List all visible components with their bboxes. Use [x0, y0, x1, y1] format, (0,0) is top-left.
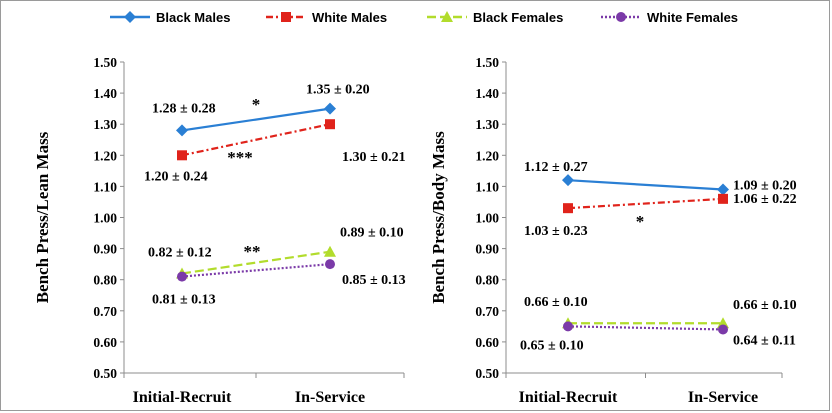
- significance-marker: *: [252, 95, 261, 114]
- series-white-males: 1.20 ± 0.24 1.30 ± 0.21: [144, 119, 406, 184]
- y-tick-label: 1.50: [93, 55, 117, 70]
- data-label: 0.66 ± 0.10: [524, 295, 588, 310]
- series-black-males: 1.12 ± 0.27 1.09 ± 0.20: [524, 160, 797, 196]
- data-point-diamond: [562, 174, 574, 187]
- legend-label: Black Males: [156, 10, 230, 25]
- y-tick-label: 0.80: [475, 273, 499, 288]
- x-category-label: In-Service: [295, 389, 365, 406]
- y-tick-label: 1.00: [93, 211, 117, 226]
- legend-item-black-females: Black Females: [427, 10, 563, 25]
- data-point-circle: [718, 324, 728, 335]
- y-tick-label: 0.80: [93, 273, 117, 288]
- series-black-females: 0.82 ± 0.12 0.89 ± 0.10: [148, 226, 404, 279]
- panel-lean-mass: 0.50 0.60 0.70 0.80 0.90 1.00 1.10 1.20 1.30 1.40…: [33, 55, 406, 406]
- y-tick-label: 0.90: [475, 242, 499, 257]
- data-point-square: [563, 203, 573, 214]
- data-label: 1.06 ± 0.22: [733, 192, 797, 207]
- series-line: [181, 107, 331, 132]
- y-tick-label: 1.40: [93, 86, 117, 101]
- data-point-triangle: [324, 245, 336, 257]
- series-line: [567, 325, 724, 331]
- data-label: 0.65 ± 0.10: [520, 338, 584, 353]
- legend-label: White Females: [647, 10, 738, 25]
- legend-label: White Males: [312, 10, 387, 25]
- y-tick-label: 1.50: [475, 55, 499, 70]
- y-tick-label: 1.10: [93, 179, 117, 194]
- series-line: [181, 123, 331, 157]
- x-category-label: In-Service: [688, 389, 758, 406]
- data-label: 0.66 ± 0.10: [733, 298, 797, 313]
- legend: Black Males White Males Black Females White…: [110, 10, 738, 25]
- y-tick-label: 1.40: [475, 86, 499, 101]
- data-point-circle: [177, 271, 187, 282]
- y-tick-label: 0.90: [93, 242, 117, 257]
- y-tick-label: 1.10: [475, 179, 499, 194]
- data-label: 1.35 ± 0.20: [306, 83, 370, 98]
- x-category-label: Initial-Recruit: [519, 389, 618, 406]
- data-point-square: [325, 119, 335, 130]
- y-tick-label: 1.30: [475, 117, 499, 132]
- x-category-label: Initial-Recruit: [133, 389, 232, 406]
- y-tick-label: 0.50: [93, 366, 117, 381]
- y-axis-label: Bench Press/Body Mass: [429, 131, 448, 304]
- y-tick-label: 1.00: [475, 211, 499, 226]
- y-tick-label: 1.20: [93, 148, 117, 163]
- series-black-males: 1.28 ± 0.28 1.35 ± 0.20: [152, 83, 370, 137]
- legend-triangle-marker: [441, 11, 453, 22]
- y-tick-label: 0.60: [475, 335, 499, 350]
- data-point-diamond: [324, 102, 336, 115]
- data-label: 1.20 ± 0.24: [144, 169, 208, 184]
- data-label: 0.89 ± 0.10: [340, 226, 404, 241]
- legend-item-white-males: White Males: [266, 10, 387, 25]
- legend-item-black-males: Black Males: [110, 10, 230, 25]
- data-label: 1.12 ± 0.27: [524, 160, 588, 175]
- series-line: [567, 179, 724, 191]
- y-tick-label: 1.20: [475, 148, 499, 163]
- data-label: 0.64 ± 0.11: [733, 333, 796, 348]
- series-line: [181, 263, 331, 278]
- y-tick-label: 0.70: [93, 304, 117, 319]
- significance-marker: *: [636, 212, 645, 231]
- legend-square-marker: [281, 12, 291, 22]
- series-line: [181, 250, 331, 275]
- y-tick-label: 1.30: [93, 117, 117, 132]
- panel-body-mass: 0.50 0.60 0.70 0.80 0.90 1.00 1.10 1.20 1.30 1.40…: [429, 55, 797, 406]
- data-label: 0.81 ± 0.13: [152, 293, 216, 308]
- data-label: 1.30 ± 0.21: [342, 150, 406, 165]
- data-label: 0.85 ± 0.13: [342, 273, 406, 288]
- legend-label: Black Females: [473, 10, 563, 25]
- y-axis-label: Bench Press/Lean Mass: [33, 131, 52, 303]
- series-white-females: 0.65 ± 0.10 0.64 ± 0.11: [520, 321, 796, 353]
- significance-marker: **: [244, 242, 261, 261]
- data-point-square: [177, 150, 187, 161]
- data-label: 0.82 ± 0.12: [148, 245, 212, 260]
- y-tick-label: 0.70: [475, 304, 499, 319]
- data-point-diamond: [176, 124, 188, 137]
- series-white-males: 1.03 ± 0.23 1.06 ± 0.22: [524, 192, 797, 239]
- series-line: [567, 197, 724, 210]
- legend-circle-marker: [616, 12, 626, 22]
- y-tick-label: 0.60: [93, 335, 117, 350]
- series-white-females: 0.81 ± 0.13 0.85 ± 0.13: [152, 259, 406, 308]
- data-point-circle: [325, 259, 335, 270]
- y-tick-label: 0.50: [475, 366, 499, 381]
- data-point-circle: [563, 321, 573, 332]
- significance-marker: ***: [227, 148, 253, 167]
- data-point-diamond: [717, 183, 729, 196]
- data-label: 1.09 ± 0.20: [733, 179, 797, 194]
- legend-diamond-marker: [124, 11, 136, 23]
- data-point-square: [718, 193, 728, 204]
- legend-item-white-females: White Females: [601, 10, 738, 25]
- data-label: 1.28 ± 0.28: [152, 101, 216, 116]
- data-label: 1.03 ± 0.23: [524, 224, 588, 239]
